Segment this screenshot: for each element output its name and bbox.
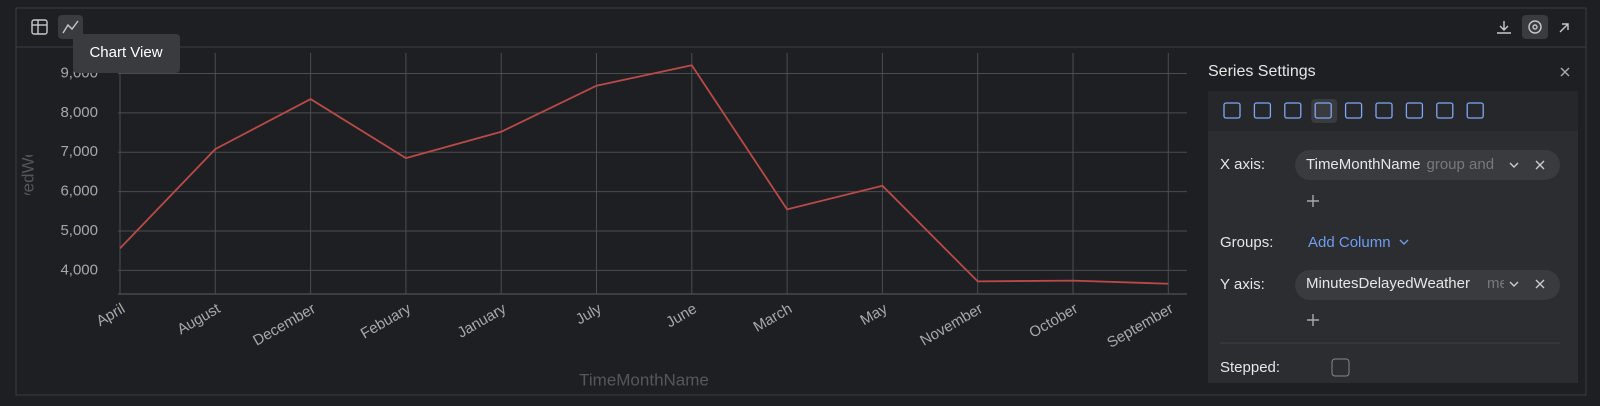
toolbar	[31, 15, 1569, 39]
settings-icon	[1528, 20, 1542, 34]
y-tick-label: 6,000	[60, 183, 98, 200]
chart-view-icon	[62, 20, 79, 34]
series-settings-panel: Series Settings X axis: TimeMonthName gr…	[1199, 55, 1584, 390]
chart-type-row	[1208, 91, 1578, 131]
add-column-caret	[1399, 239, 1409, 245]
y-column-chip[interactable]	[1295, 270, 1560, 300]
chart-type-icon[interactable]	[1466, 102, 1484, 119]
y-column: MinutesDelayedWeather	[1306, 275, 1470, 292]
x-axis-field-label: X axis:	[1220, 156, 1265, 173]
chart-type-icon[interactable]	[1436, 102, 1454, 119]
expand-icon[interactable]	[1559, 23, 1569, 33]
chart-type-icon[interactable]	[1314, 102, 1332, 119]
x-chip-controls[interactable]	[1509, 160, 1545, 170]
x-axis-title: TimeMonthName	[579, 370, 709, 389]
add-x[interactable]	[1307, 195, 1319, 207]
stepped-label: Stepped:	[1220, 359, 1280, 376]
x-column: TimeMonthName	[1306, 156, 1420, 173]
chart-types	[1223, 99, 1484, 123]
y-axis-title: MinutesDelayedWeather (mean	[18, 57, 37, 296]
y-chip-controls[interactable]	[1509, 279, 1545, 289]
y-tick-label: 7,000	[60, 143, 98, 160]
y-tick-label: 8,000	[60, 104, 98, 121]
add-column[interactable]: Add Column	[1308, 234, 1391, 251]
groups-label: Groups:	[1220, 234, 1273, 251]
settings-button[interactable]	[1522, 15, 1548, 39]
add-y[interactable]	[1307, 314, 1319, 326]
y-tick-label: 5,000	[60, 222, 98, 239]
tooltip	[73, 34, 180, 73]
series-line	[119, 64, 1169, 285]
x-column-chip[interactable]	[1295, 150, 1560, 180]
chart-type-icon[interactable]	[1375, 102, 1393, 119]
chart-type-icon[interactable]	[1253, 102, 1272, 119]
chart-type-icon[interactable]	[1284, 102, 1302, 119]
chart-type-icon[interactable]	[1344, 102, 1363, 119]
panel-body	[1208, 91, 1578, 383]
y-axis-field-label: Y axis:	[1220, 276, 1265, 293]
close-panel[interactable]	[1560, 67, 1570, 77]
stepped-checkbox[interactable]	[1331, 358, 1350, 377]
table-view-icon[interactable]	[31, 19, 48, 35]
download-icon[interactable]	[1497, 21, 1511, 34]
panel-title: Series Settings	[1208, 63, 1316, 80]
tooltip-text: Chart View	[89, 44, 162, 61]
y-hint: mean	[1487, 275, 1525, 292]
x-hint: group and	[1426, 156, 1494, 173]
y-tick-label: 4,000	[60, 261, 98, 278]
chart-type-icon[interactable]	[1405, 102, 1424, 119]
chart-type-icon[interactable]	[1223, 102, 1241, 119]
